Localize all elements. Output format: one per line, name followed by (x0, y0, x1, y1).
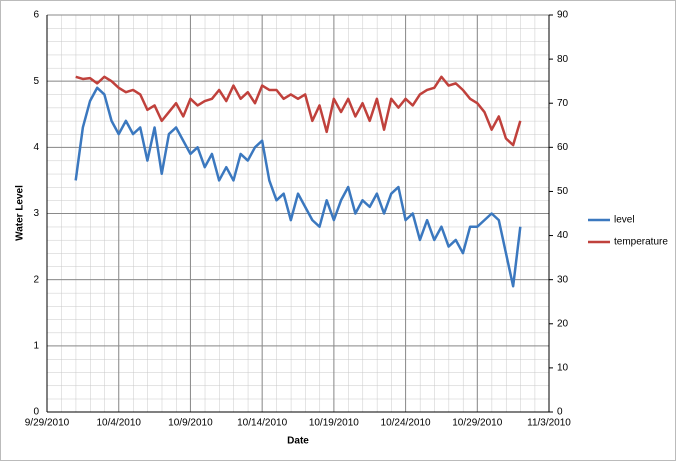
y-tick-label: 6 (33, 10, 39, 21)
x-tick-label: 10/9/2010 (168, 418, 213, 429)
y2-tick-label: 90 (557, 10, 569, 21)
y-axis-title: Water Level (15, 185, 26, 241)
y2-tick-label: 0 (557, 407, 563, 418)
y2-tick-label: 30 (557, 274, 569, 285)
series-line (74, 86, 522, 288)
x-tick-label: 9/29/2010 (25, 418, 70, 429)
x-tick-label: 10/4/2010 (96, 418, 141, 429)
x-tick-label: 10/29/2010 (452, 418, 502, 429)
x-tick-label: 11/3/2010 (527, 418, 571, 429)
y-tick-label: 4 (33, 142, 39, 153)
y2-tick-label: 70 (557, 98, 569, 109)
x-tick-label: 10/24/2010 (381, 418, 431, 429)
y2-tick-label: 80 (557, 54, 569, 65)
x-axis-title: Date (287, 436, 309, 447)
y-tick-label: 5 (33, 76, 39, 87)
legend-label: temperature (614, 237, 668, 248)
y-tick-label: 3 (33, 208, 39, 219)
x-tick-label: 10/19/2010 (309, 418, 359, 429)
y-tick-label: 0 (33, 407, 39, 418)
y-tick-label: 1 (33, 340, 39, 351)
y2-tick-label: 60 (557, 142, 569, 153)
y2-tick-label: 20 (557, 318, 569, 329)
x-tick-label: 10/14/2010 (237, 418, 287, 429)
y2-tick-label: 10 (557, 363, 569, 374)
y-tick-label: 2 (33, 274, 39, 285)
series-line (75, 75, 522, 147)
y2-tick-label: 40 (557, 230, 569, 241)
legend-label: level (614, 215, 635, 226)
y2-tick-label: 50 (557, 186, 569, 197)
